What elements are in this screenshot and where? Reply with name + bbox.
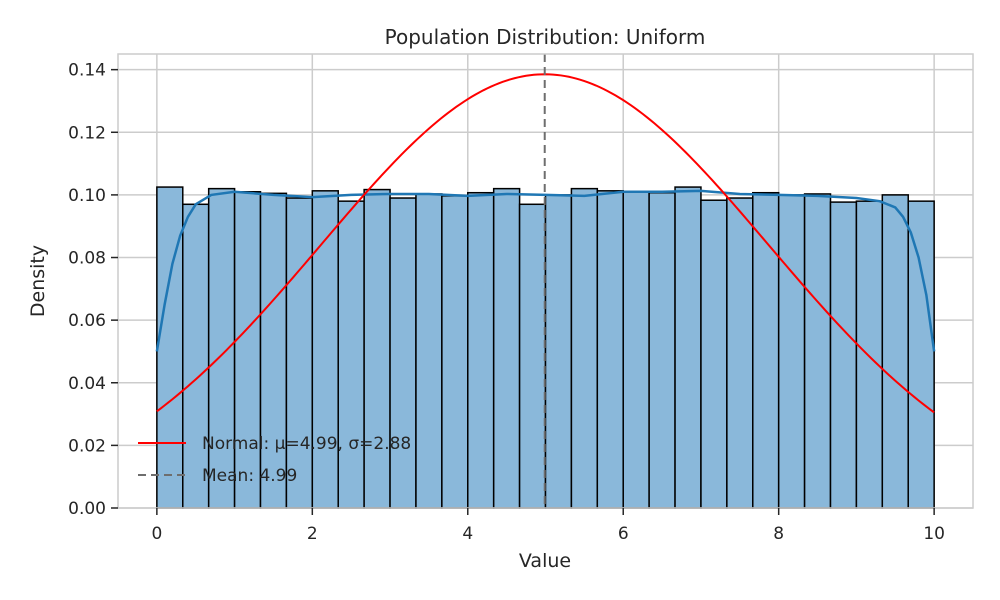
histogram-bar <box>752 191 780 509</box>
y-tick-label: 0.00 <box>68 499 106 519</box>
y-tick-label: 0.06 <box>68 311 106 331</box>
histogram-bar <box>415 193 443 509</box>
histogram-bar <box>674 186 702 509</box>
legend: Normal: μ=4.99, σ=2.88 Mean: 4.99 <box>138 434 411 486</box>
histogram-bar <box>648 191 676 509</box>
histogram-bar <box>467 191 495 509</box>
x-tick-label: 8 <box>773 524 784 544</box>
kde-curve <box>155 189 936 352</box>
x-axis: 0 2 4 6 8 10 <box>151 508 945 544</box>
legend-label-normal: Normal: μ=4.99, σ=2.88 <box>202 434 411 454</box>
x-axis-title: Value <box>519 550 571 572</box>
histogram-bars <box>156 186 935 509</box>
histogram-bar <box>700 199 728 509</box>
plot-area-frame <box>117 53 974 509</box>
histogram-bar <box>855 200 884 509</box>
histogram-bar <box>285 197 314 509</box>
histogram-bar <box>259 192 288 509</box>
y-tick-label: 0.14 <box>68 61 106 81</box>
histogram-bar <box>829 201 858 509</box>
x-tick-label: 4 <box>462 524 473 544</box>
x-tick-label: 2 <box>307 524 318 544</box>
y-axis: 0.00 0.02 0.04 0.06 0.08 0.10 0.12 0.14 <box>68 61 118 519</box>
histogram-bar <box>182 203 210 509</box>
y-axis-title: Density <box>27 245 49 317</box>
histogram-bar <box>156 186 184 509</box>
histogram-bar <box>570 187 599 509</box>
legend-label-mean: Mean: 4.99 <box>202 466 297 486</box>
histogram-bar <box>907 200 935 509</box>
y-tick-label: 0.04 <box>68 374 106 394</box>
histogram-bar <box>337 200 365 509</box>
histogram-bar <box>881 194 909 509</box>
y-tick-label: 0.10 <box>68 186 106 206</box>
histogram-bar <box>441 195 469 509</box>
histogram-bar <box>207 187 236 509</box>
histogram-bar <box>803 193 832 509</box>
histogram-bar <box>363 188 391 509</box>
histogram-bar <box>492 187 521 509</box>
histogram-bar <box>311 190 339 509</box>
chart-title: Population Distribution: Uniform <box>385 25 706 49</box>
histogram-bar <box>544 194 573 509</box>
y-tick-label: 0.12 <box>68 123 106 143</box>
x-tick-label: 10 <box>923 524 945 544</box>
y-tick-label: 0.02 <box>68 436 106 456</box>
histogram-bar <box>389 197 417 509</box>
histogram-bar <box>596 190 624 509</box>
curves <box>155 54 936 508</box>
histogram-bar <box>518 203 547 509</box>
y-tick-label: 0.08 <box>68 249 106 269</box>
histogram-bar <box>233 191 262 509</box>
histogram-bar <box>622 191 650 509</box>
x-tick-label: 6 <box>618 524 629 544</box>
histogram-bar <box>726 197 754 509</box>
histogram-bar <box>777 194 806 509</box>
x-tick-label: 0 <box>151 524 162 544</box>
